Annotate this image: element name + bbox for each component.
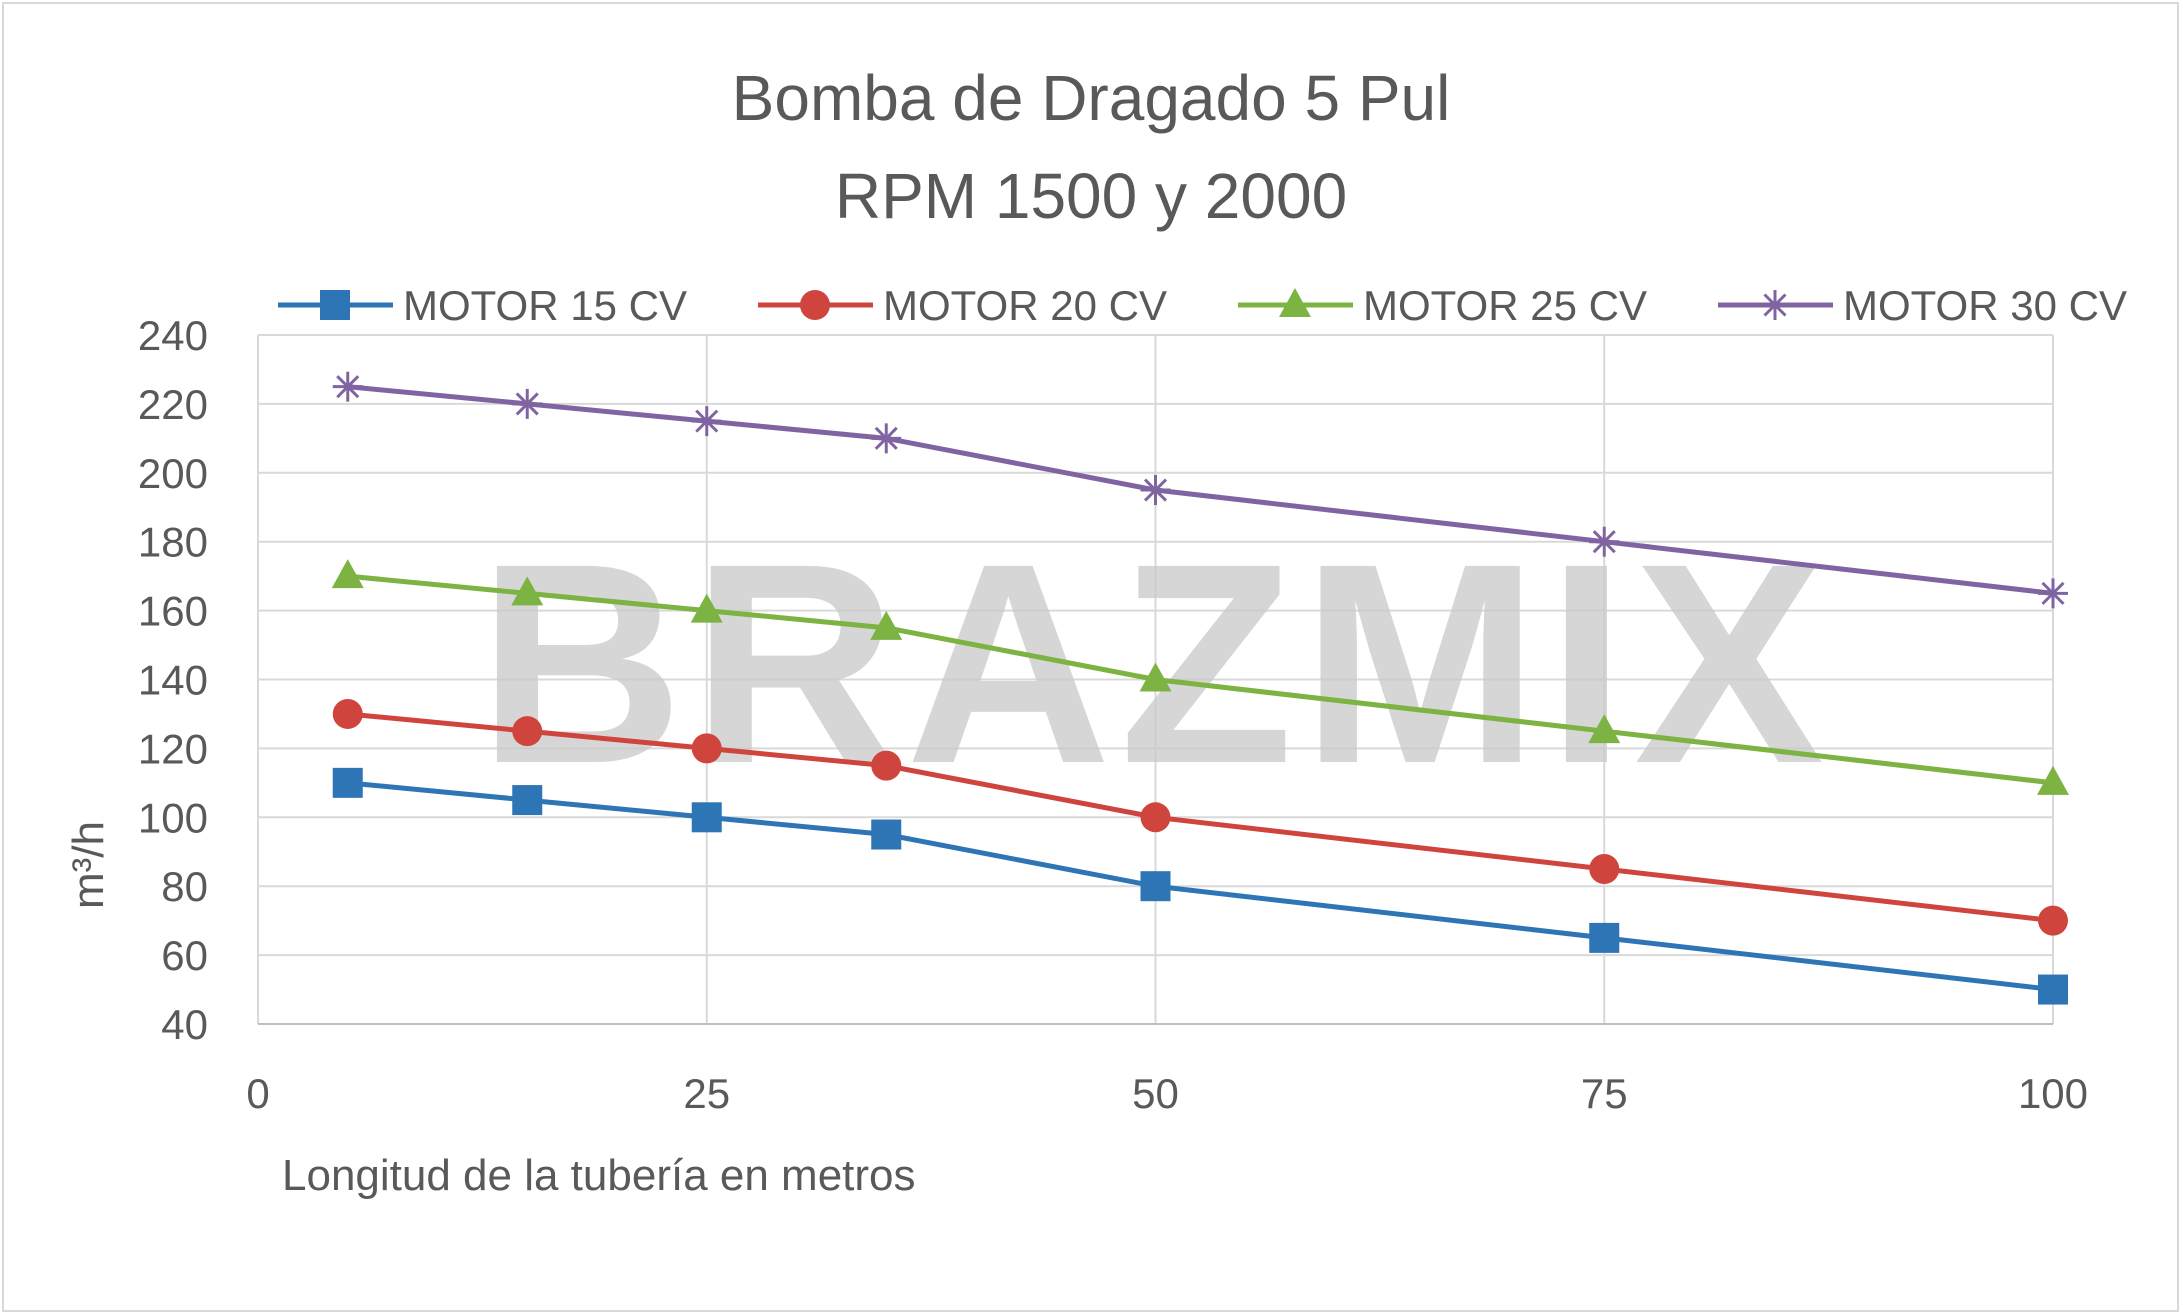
- legend-label-motor-15-cv: MOTOR 15 CV: [403, 282, 687, 329]
- series-motor-20-cv: [332, 698, 2068, 936]
- data-point-motor-15-cv: [2038, 974, 2068, 1005]
- series-motor-30-cv: [332, 371, 2068, 609]
- data-point-motor-25-cv: [690, 593, 723, 623]
- legend-label-motor-30-cv: MOTOR 30 CV: [1843, 282, 2127, 329]
- y-axis-label: m³/h: [64, 821, 113, 909]
- data-point-motor-20-cv: [1140, 802, 1171, 833]
- x-tick-label: 25: [683, 1070, 730, 1117]
- data-point-motor-30-cv: [871, 423, 902, 454]
- legend-label-motor-25-cv: MOTOR 25 CV: [1363, 282, 1647, 329]
- y-tick-label: 180: [138, 519, 208, 566]
- legend: MOTOR 15 CV MOTOR 20 CV MOTOR 25 CV MOTOR 3…: [278, 282, 2127, 329]
- series-motor-25-cv: [331, 559, 2069, 795]
- legend-item-motor-25-cv: MOTOR 25 CV: [1238, 282, 1647, 329]
- data-point-motor-20-cv: [871, 750, 902, 781]
- legend-item-motor-15-cv: MOTOR 15 CV: [278, 282, 687, 329]
- data-point-motor-15-cv: [1140, 871, 1171, 902]
- axes: 40 60 80 100 120 140 160 180 200 220 240 0 25 50 75 100: [138, 312, 2088, 1117]
- legend-marker-motor-20-cv: [800, 290, 830, 320]
- data-point-motor-15-cv: [1589, 922, 1620, 953]
- x-tick-label: 75: [1581, 1070, 1628, 1117]
- x-tick-label: 0: [246, 1070, 269, 1117]
- data-point-motor-30-cv: [332, 371, 363, 402]
- y-tick-label: 140: [138, 657, 208, 704]
- data-point-motor-25-cv: [1139, 662, 1172, 692]
- y-tick-label: 60: [161, 932, 208, 979]
- data-point-motor-30-cv: [691, 406, 722, 437]
- data-point-motor-20-cv: [332, 698, 363, 729]
- legend-marker-motor-15-cv: [320, 290, 350, 320]
- chart-title-line-2: RPM 1500 y 2000: [835, 160, 1347, 232]
- data-point-motor-15-cv: [512, 785, 543, 816]
- y-tick-label: 40: [161, 1001, 208, 1048]
- data-point-motor-30-cv: [2038, 578, 2068, 609]
- x-axis-label: Longitud de la tubería en metros: [282, 1151, 916, 1200]
- legend-marker-motor-30-cv: [1760, 290, 1790, 320]
- data-point-motor-25-cv: [2037, 765, 2069, 795]
- y-tick-label: 80: [161, 863, 208, 910]
- chart-title-line-1: Bomba de Dragado 5 Pul: [732, 62, 1451, 134]
- data-point-motor-15-cv: [871, 819, 902, 850]
- series-motor-15-cv: [332, 767, 2068, 1005]
- data-point-motor-30-cv: [1140, 475, 1171, 506]
- y-tick-label: 120: [138, 725, 208, 772]
- y-tick-label: 240: [138, 312, 208, 359]
- data-point-motor-20-cv: [2038, 905, 2068, 936]
- data-point-motor-20-cv: [691, 733, 722, 764]
- data-point-motor-25-cv: [331, 559, 364, 589]
- data-point-motor-25-cv: [511, 576, 544, 606]
- y-tick-label: 200: [138, 450, 208, 497]
- legend-item-motor-30-cv: MOTOR 30 CV: [1718, 282, 2127, 329]
- y-tick-label: 160: [138, 588, 208, 635]
- data-point-motor-25-cv: [1588, 714, 1621, 744]
- x-tick-label: 50: [1132, 1070, 1179, 1117]
- data-point-motor-20-cv: [1589, 853, 1620, 884]
- watermark-text: BRAZMIX: [478, 505, 1832, 823]
- legend-item-motor-20-cv: MOTOR 20 CV: [758, 282, 1167, 329]
- data-point-motor-15-cv: [691, 802, 722, 833]
- data-point-motor-15-cv: [332, 767, 363, 798]
- data-point-motor-25-cv: [870, 610, 903, 640]
- y-tick-label: 220: [138, 381, 208, 428]
- legend-marker-motor-25-cv: [1279, 288, 1311, 317]
- data-point-motor-20-cv: [512, 716, 543, 747]
- y-tick-label: 100: [138, 794, 208, 841]
- legend-label-motor-20-cv: MOTOR 20 CV: [883, 282, 1167, 329]
- data-point-motor-30-cv: [1589, 526, 1620, 557]
- x-tick-label: 100: [2018, 1070, 2088, 1117]
- data-point-motor-30-cv: [512, 388, 543, 419]
- series-layer: [331, 371, 2069, 1005]
